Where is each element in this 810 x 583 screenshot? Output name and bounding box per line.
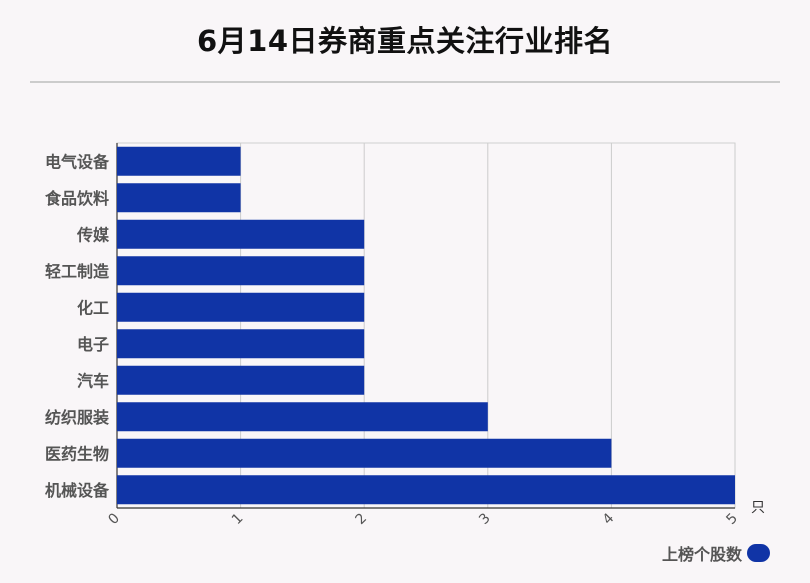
bar-9	[117, 475, 735, 505]
bar-7	[117, 402, 488, 432]
bar-3	[117, 256, 365, 286]
legend: 上榜个股数	[662, 541, 770, 565]
category-label-6: 汽车	[77, 371, 109, 390]
category-label-4: 化工	[77, 298, 109, 317]
legend-swatch	[747, 544, 770, 562]
category-label-0: 电气设备	[45, 152, 110, 171]
category-label-3: 轻工制造	[45, 262, 110, 281]
x-unit-label: 只	[751, 500, 765, 516]
category-label-9: 机械设备	[45, 481, 110, 500]
title-divider	[30, 81, 780, 83]
x-tick-label-2: 2	[353, 510, 371, 528]
x-tick-label-3: 3	[476, 510, 494, 528]
bar-0	[117, 146, 241, 176]
bar-2	[117, 219, 365, 249]
bar-5	[117, 329, 365, 359]
bar-4	[117, 292, 365, 322]
category-label-7: 纺织服装	[45, 408, 109, 427]
category-label-5: 电子	[77, 335, 109, 354]
category-label-1: 食品饮料	[44, 189, 109, 208]
bar-6	[117, 365, 365, 395]
x-tick-label-5: 5	[723, 510, 741, 528]
legend-label: 上榜个股数	[661, 545, 742, 564]
bar-1	[117, 183, 241, 213]
bar-8	[117, 438, 612, 468]
x-tick-label-4: 4	[600, 510, 618, 528]
category-label-8: 医药生物	[45, 444, 109, 463]
category-label-2: 传媒	[76, 225, 110, 244]
x-tick-label-1: 1	[229, 510, 247, 528]
chart-title: 6月14日券商重点关注行业排名	[196, 24, 614, 58]
x-tick-label-0: 0	[105, 510, 123, 528]
